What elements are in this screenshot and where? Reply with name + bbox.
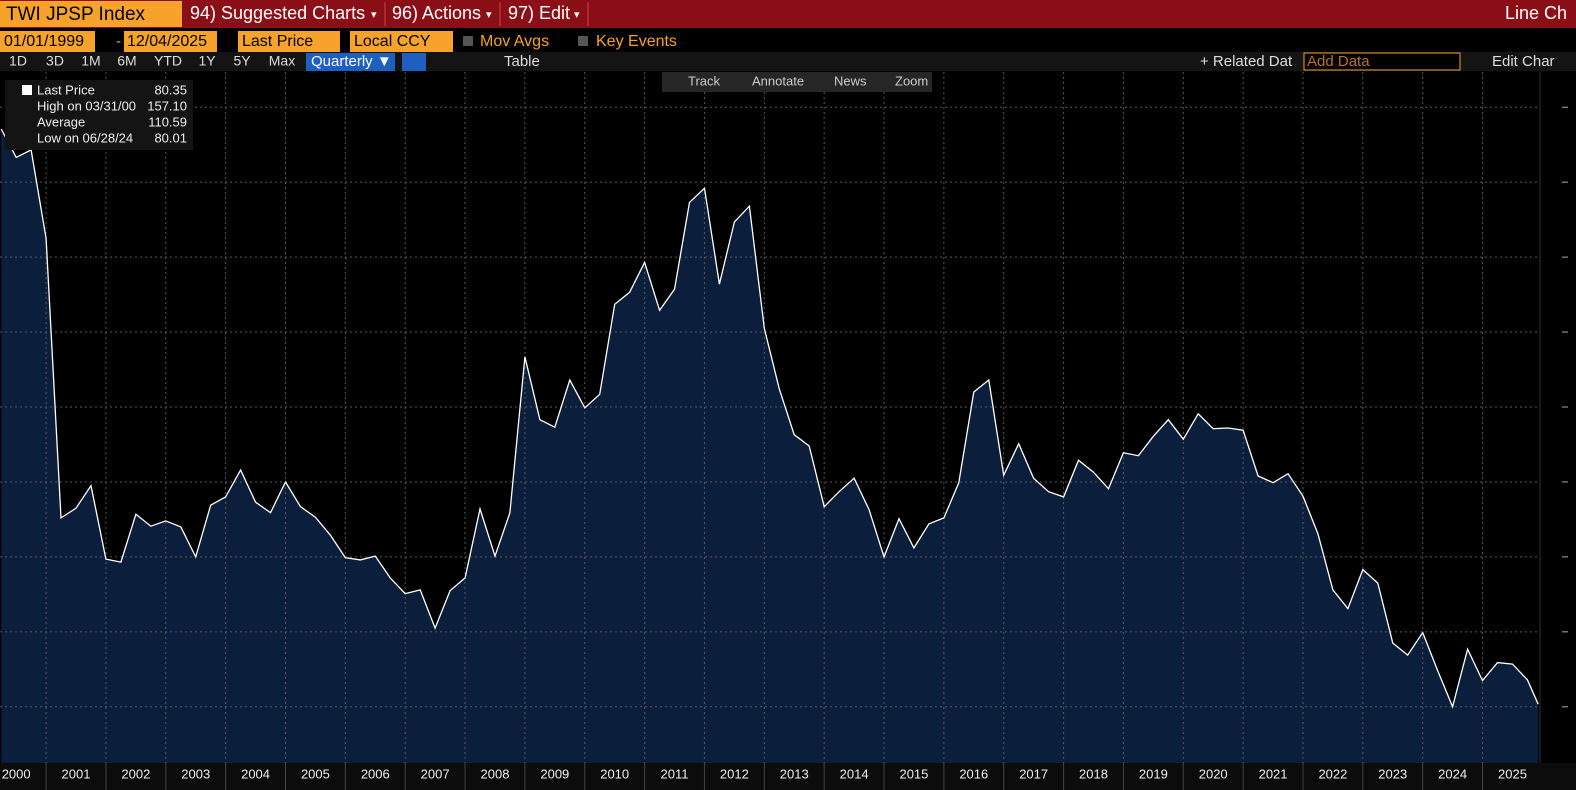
field-box[interactable] [238, 31, 340, 52]
add-data-box[interactable] [1303, 52, 1461, 71]
option[interactable]: Mov Avgs [480, 33, 549, 50]
x-tick-label: 2019 [1139, 766, 1168, 781]
chart-tool[interactable]: News [834, 73, 867, 88]
ticker-box[interactable] [0, 1, 182, 27]
menu-item[interactable]: 94) Suggested Charts [190, 3, 365, 23]
line-icon[interactable] [402, 53, 426, 71]
legend-stat-label: High on 03/31/00 [37, 98, 136, 113]
period-button[interactable]: 5Y [233, 53, 251, 69]
period-button[interactable]: 1Y [198, 53, 216, 69]
menu-item[interactable]: 97) Edit [508, 3, 570, 23]
legend-stat-value: 110.59 [148, 114, 187, 129]
x-tick-label: 2009 [540, 766, 569, 781]
legend-last: 80.35 [154, 82, 187, 97]
chart-tool[interactable]: Annotate [752, 73, 804, 88]
x-tick-label: 2006 [361, 766, 390, 781]
chart-tools [662, 72, 932, 92]
x-tick-label: 2012 [720, 766, 749, 781]
legend [5, 80, 193, 150]
x-tick-label: 2010 [600, 766, 629, 781]
x-tick-label: 2016 [959, 766, 988, 781]
end-date-box[interactable] [124, 31, 217, 52]
edit-chart[interactable]: Edit Char [1492, 53, 1555, 70]
legend-swatch [22, 85, 32, 95]
x-tick-label: 2017 [1019, 766, 1048, 781]
add-data: Add Data [1307, 53, 1370, 70]
chart-type[interactable]: Line Ch [1505, 3, 1567, 23]
x-axis-bar [0, 763, 1576, 790]
x-tick-label: 2004 [241, 766, 270, 781]
frequency: Quarterly ▼ [311, 53, 392, 70]
field: Last Price [242, 33, 313, 50]
start-date: 01/01/1999 [4, 33, 84, 50]
area-fill [1, 129, 1539, 763]
x-tick-label: 2015 [899, 766, 928, 781]
dropdown-arrow: ▾ [486, 9, 492, 21]
x-tick-label: 2001 [62, 766, 91, 781]
legend-stat-value: 157.10 [147, 98, 187, 113]
related-data[interactable]: + Related Dat [1200, 53, 1293, 70]
x-tick-label: 2014 [840, 766, 869, 781]
x-tick-label: 2022 [1318, 766, 1347, 781]
chart-tool[interactable]: Zoom [895, 73, 928, 88]
dropdown-arrow: ▾ [371, 9, 377, 21]
x-tick-label: 2013 [780, 766, 809, 781]
header-bar [0, 0, 1576, 28]
x-tick-label: 2002 [121, 766, 150, 781]
table-button[interactable]: Table [504, 53, 540, 70]
legend-stat-label: Average [37, 114, 85, 129]
checkbox[interactable] [578, 36, 588, 46]
x-tick-label: 2008 [481, 766, 510, 781]
x-tick-label: 2023 [1378, 766, 1407, 781]
legend-stat-label: Low on 06/28/24 [37, 130, 133, 145]
x-tick-label: 2003 [181, 766, 210, 781]
period-button[interactable]: 1M [81, 53, 100, 69]
period-button[interactable]: 3D [46, 53, 64, 69]
period-button[interactable]: YTD [154, 53, 182, 69]
chart-tool[interactable]: Track [688, 73, 721, 88]
x-tick-label: 2018 [1079, 766, 1108, 781]
end-date: 12/04/2025 [127, 33, 207, 50]
period-button[interactable]: 6M [117, 53, 136, 69]
period-button[interactable]: Max [269, 53, 295, 69]
x-tick-label: 2011 [661, 766, 689, 781]
date-sep: - [116, 33, 121, 50]
frequency-box[interactable] [306, 53, 395, 71]
x-tick-label: 2020 [1199, 766, 1228, 781]
menu-item[interactable]: 96) Actions [392, 3, 481, 23]
x-tick-label: 2000 [2, 766, 31, 781]
checkbox[interactable] [463, 36, 473, 46]
start-date-box[interactable] [0, 31, 95, 52]
x-tick-label: 2007 [421, 766, 450, 781]
ticker: TWI JPSP Index [6, 4, 146, 25]
legend-stat-value: 80.01 [154, 130, 187, 145]
x-tick-label: 2005 [301, 766, 330, 781]
legend-series: Last Price [37, 82, 95, 97]
option[interactable]: Key Events [596, 33, 677, 50]
x-tick-label: 2021 [1259, 766, 1288, 781]
period-button[interactable]: 1D [9, 53, 27, 69]
currency-box[interactable] [350, 31, 453, 52]
currency: Local CCY [354, 33, 431, 50]
price-line [0, 128, 1539, 709]
dropdown-arrow: ▾ [574, 9, 580, 21]
x-tick-label: 2025 [1498, 766, 1527, 781]
plot [0, 72, 1568, 763]
x-tick-label: 2024 [1438, 766, 1467, 781]
